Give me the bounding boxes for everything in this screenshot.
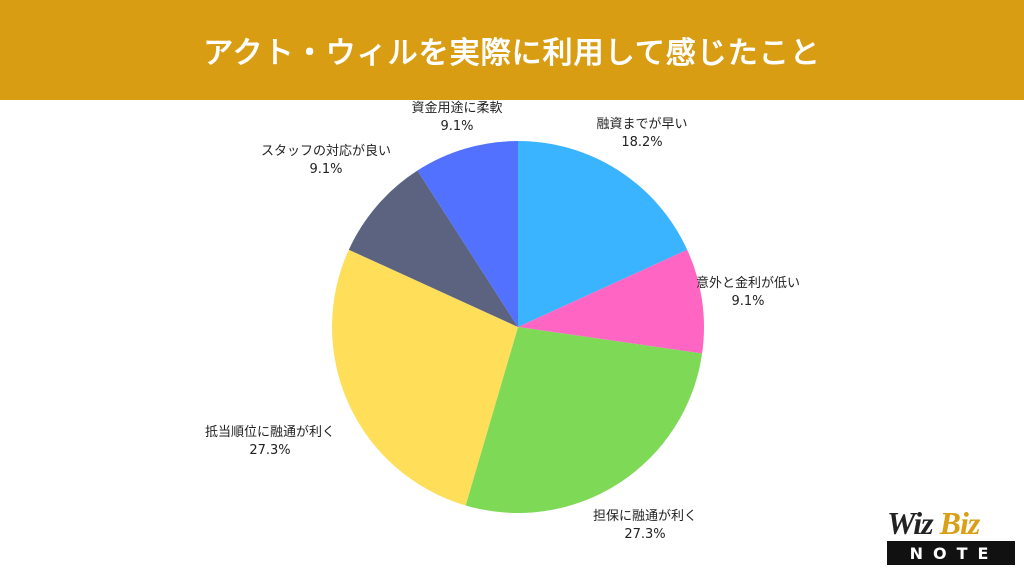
pie-slice-6 [417, 141, 518, 327]
slice-value-label: 27.3% [624, 527, 665, 542]
slice-value-label: 9.1% [309, 162, 342, 177]
slice-value-label: 27.3% [249, 443, 290, 458]
slice-category-label: 意外と金利が低い [696, 275, 800, 291]
slice-category-label: 抵当順位に融通が利く [205, 425, 335, 440]
logo-wordmark: Wiz Biz [887, 507, 1018, 539]
logo-wiz: Wiz [887, 505, 934, 541]
slice-category-label: スタッフの対応が良い [261, 143, 391, 159]
page-title: アクト・ウィルを実際に利用して感じたこと [203, 36, 821, 71]
logo-note: NOTE [887, 541, 1015, 565]
slice-value-label: 9.1% [440, 119, 473, 134]
slice-category-label: 融資までが早い [596, 117, 687, 132]
header-bar: アクト・ウィルを実際に利用して感じたこと [0, 0, 1024, 100]
pie-slice-5 [348, 170, 518, 327]
pie-slice-2 [518, 249, 705, 354]
slice-category-label: 資金用途に柔軟 [411, 100, 502, 116]
logo-biz: Biz [939, 505, 981, 541]
pie-slice-3 [465, 327, 703, 513]
slice-value-label: 18.2% [621, 135, 662, 150]
slice-category-label: 担保に融通が利く [593, 509, 697, 524]
pie-slice-4 [331, 249, 518, 506]
wizbiz-logo: Wiz Biz NOTE [887, 507, 1018, 571]
pie-slice-1 [518, 141, 688, 327]
slice-value-label: 9.1% [731, 294, 764, 309]
